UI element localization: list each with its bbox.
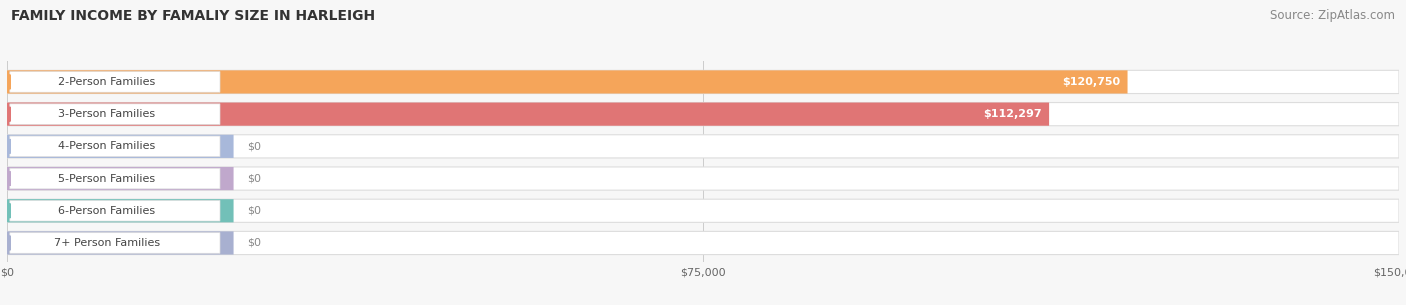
- Text: $0: $0: [247, 238, 262, 248]
- Text: 2-Person Families: 2-Person Families: [58, 77, 156, 87]
- FancyBboxPatch shape: [10, 233, 219, 253]
- Text: 5-Person Families: 5-Person Families: [58, 174, 156, 184]
- Text: 7+ Person Families: 7+ Person Families: [53, 238, 160, 248]
- FancyBboxPatch shape: [10, 200, 219, 221]
- FancyBboxPatch shape: [7, 167, 233, 190]
- FancyBboxPatch shape: [7, 102, 1399, 126]
- FancyBboxPatch shape: [7, 135, 233, 158]
- FancyBboxPatch shape: [10, 72, 219, 92]
- FancyBboxPatch shape: [7, 135, 1399, 158]
- Text: FAMILY INCOME BY FAMALIY SIZE IN HARLEIGH: FAMILY INCOME BY FAMALIY SIZE IN HARLEIG…: [11, 9, 375, 23]
- Text: $0: $0: [247, 206, 262, 216]
- Text: 6-Person Families: 6-Person Families: [58, 206, 156, 216]
- FancyBboxPatch shape: [10, 136, 219, 157]
- FancyBboxPatch shape: [10, 104, 219, 124]
- FancyBboxPatch shape: [7, 199, 1399, 222]
- Text: $0: $0: [247, 174, 262, 184]
- FancyBboxPatch shape: [7, 70, 1128, 94]
- Text: 4-Person Families: 4-Person Families: [58, 141, 156, 151]
- FancyBboxPatch shape: [7, 231, 1399, 255]
- FancyBboxPatch shape: [10, 168, 219, 189]
- Text: Source: ZipAtlas.com: Source: ZipAtlas.com: [1270, 9, 1395, 22]
- Text: $112,297: $112,297: [984, 109, 1042, 119]
- Text: $0: $0: [247, 141, 262, 151]
- FancyBboxPatch shape: [7, 167, 1399, 190]
- FancyBboxPatch shape: [7, 231, 233, 255]
- FancyBboxPatch shape: [7, 70, 1399, 94]
- Text: $120,750: $120,750: [1063, 77, 1121, 87]
- FancyBboxPatch shape: [7, 102, 1049, 126]
- FancyBboxPatch shape: [7, 199, 233, 222]
- Text: 3-Person Families: 3-Person Families: [58, 109, 156, 119]
